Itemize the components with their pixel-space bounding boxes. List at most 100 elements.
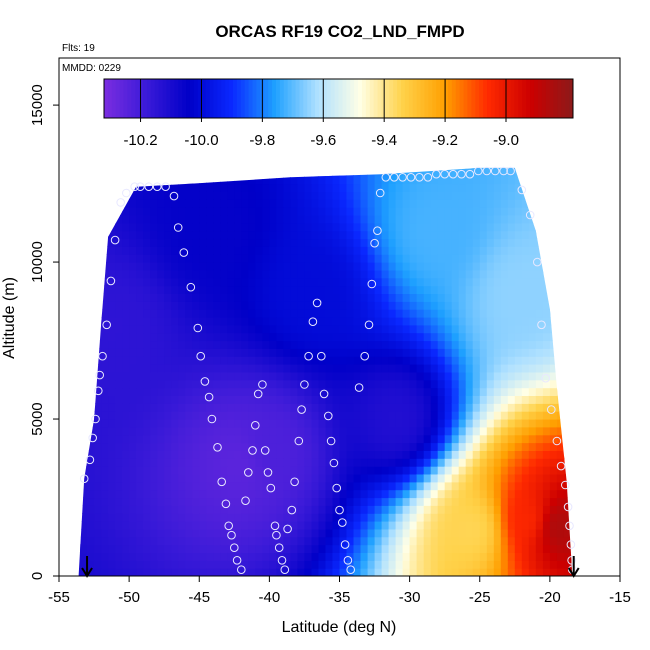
heatmap-cell [353, 317, 362, 326]
heatmap-cell [199, 434, 207, 444]
heatmap-cell [192, 332, 200, 342]
heatmap-cell [444, 568, 453, 576]
heatmap-cell [311, 536, 320, 546]
heatmap-cell [395, 277, 404, 287]
heatmap-cell [87, 481, 95, 491]
heatmap-cell [444, 340, 453, 349]
heatmap-cell [381, 521, 390, 530]
heatmap-cell [255, 191, 263, 200]
colorbar-segment [315, 79, 320, 118]
heatmap-cell [479, 450, 488, 459]
heatmap-cell [388, 246, 397, 255]
heatmap-cell [171, 348, 179, 357]
heatmap-cell [122, 348, 130, 357]
colorbar-segment [158, 79, 164, 118]
heatmap-cell [108, 513, 116, 522]
heatmap-cell [234, 285, 242, 294]
heatmap-cell [416, 395, 425, 404]
heatmap-cell [423, 489, 432, 499]
heatmap-cell [78, 222, 81, 232]
heatmap-cell [416, 277, 425, 287]
heatmap-cell [290, 277, 298, 287]
heatmap-cell [332, 215, 341, 224]
heatmap-cell [248, 324, 256, 334]
heatmap-cell [493, 364, 502, 373]
heatmap-cell [367, 238, 376, 247]
heatmap-cell [255, 395, 263, 404]
heatmap-cell [514, 348, 523, 357]
heatmap-cell [563, 167, 572, 169]
heatmap-cell [402, 317, 411, 326]
heatmap-cell [437, 238, 446, 247]
heatmap-cell [493, 544, 502, 553]
heatmap-cell [304, 191, 312, 200]
heatmap-cell [304, 277, 312, 287]
heatmap-cell [78, 497, 81, 506]
heatmap-cell [241, 481, 249, 491]
heatmap-cell [297, 262, 305, 271]
heatmap-cell [262, 481, 270, 491]
heatmap-cell [486, 254, 495, 263]
heatmap-cell [367, 340, 376, 349]
heatmap-cell [521, 458, 530, 467]
heatmap-cell [143, 340, 151, 349]
heatmap-cell [325, 466, 334, 475]
heatmap-cell [283, 505, 291, 514]
heatmap-cell [570, 458, 573, 467]
heatmap-cell [346, 568, 355, 576]
heatmap-cell [227, 167, 235, 169]
heatmap-cell [437, 191, 446, 200]
heatmap-cell [192, 285, 200, 294]
heatmap-cell [339, 395, 348, 404]
heatmap-cell [220, 222, 228, 232]
heatmap-cell [115, 528, 123, 538]
heatmap-cell [80, 246, 88, 255]
heatmap-cell [430, 332, 439, 342]
heatmap-cell [514, 285, 523, 294]
heatmap-cell [542, 167, 551, 169]
heatmap-cell [185, 191, 193, 200]
heatmap-cell [430, 489, 439, 499]
heatmap-cell [122, 552, 130, 561]
heatmap-cell [563, 513, 572, 522]
x-axis-label: Latitude (deg N) [282, 619, 397, 636]
heatmap-cell [311, 411, 320, 420]
heatmap-cell [332, 536, 341, 546]
heatmap-cell [164, 481, 172, 491]
heatmap-cell [500, 528, 509, 538]
heatmap-cell [143, 277, 151, 287]
heatmap-cell [458, 521, 467, 530]
heatmap-cell [283, 293, 291, 302]
heatmap-cell [94, 450, 102, 459]
heatmap-cell [255, 301, 263, 310]
x-tick-label: -50 [118, 589, 140, 606]
heatmap-cell [353, 356, 362, 365]
heatmap-cell [507, 199, 516, 208]
heatmap-cell [164, 254, 172, 263]
heatmap-cell [192, 419, 200, 428]
heatmap-cell [150, 167, 158, 177]
heatmap-cell [437, 481, 446, 491]
heatmap-cell [101, 167, 109, 177]
heatmap-cell [311, 434, 320, 444]
heatmap-cell [339, 215, 348, 224]
heatmap-cell [542, 458, 551, 467]
heatmap-cell [108, 552, 116, 561]
heatmap-cell [458, 238, 467, 247]
heatmap-cell [171, 434, 179, 444]
heatmap-cell [87, 474, 95, 483]
heatmap-cell [78, 442, 81, 451]
heatmap-cell [325, 395, 334, 404]
heatmap-cell [129, 332, 137, 342]
heatmap-cell [199, 528, 207, 538]
sample-point [457, 169, 466, 179]
heatmap-cell [507, 167, 516, 177]
heatmap-cell [129, 560, 137, 569]
heatmap-cell [178, 167, 186, 169]
heatmap-cell [227, 254, 235, 263]
heatmap-cell [311, 379, 320, 389]
heatmap-cell [528, 450, 537, 459]
heatmap-cell [304, 309, 312, 318]
heatmap-cell [318, 254, 327, 263]
heatmap-cell [171, 521, 179, 530]
